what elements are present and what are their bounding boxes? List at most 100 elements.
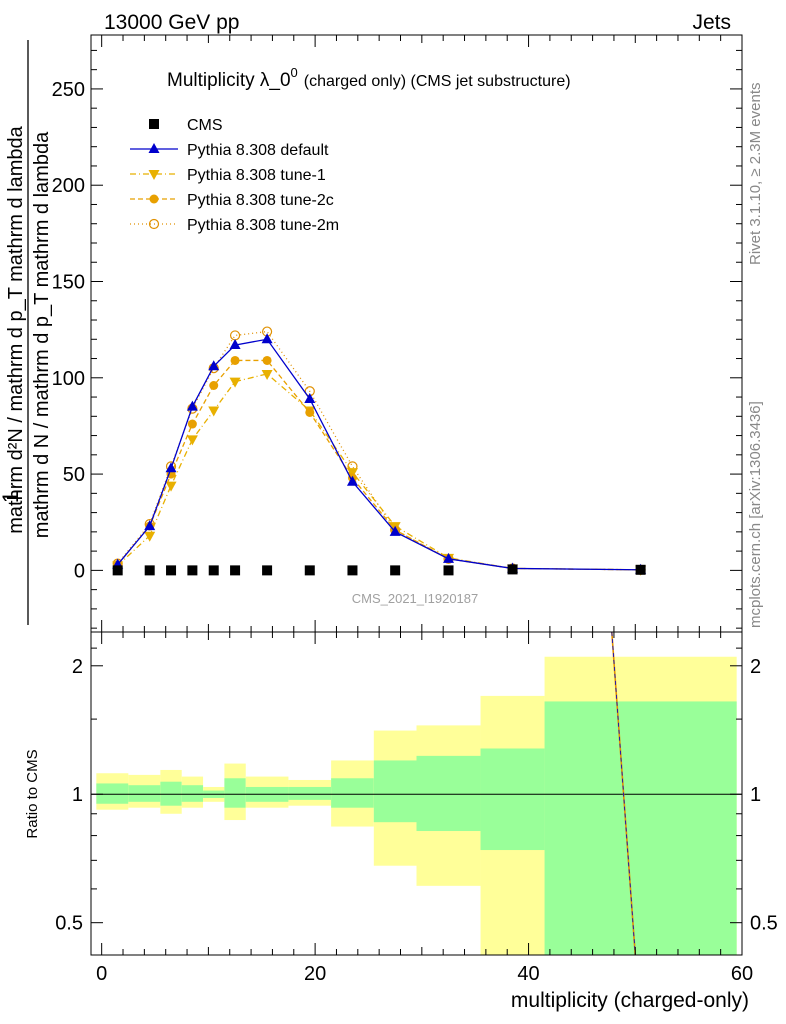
plot-title-rest: (charged only) (CMS jet substructure) (304, 73, 571, 90)
mcplots-label: mcplots.cern.ch [arXiv:1306.3436] (747, 401, 764, 628)
legend-label-pythia-8-308-default: Pythia 8.308 default (187, 142, 329, 159)
ylabel-top: mathrm d²N / mathrm d p_T mathrm d lambd… (5, 125, 27, 533)
legend-marker-pythia-8-308-tune-2c (149, 194, 159, 204)
legend-label-pythia-8-308-tune-2c: Pythia 8.308 tune-2c (187, 192, 334, 209)
data-point-cms (390, 565, 401, 576)
legend-marker-cms (149, 119, 159, 129)
ratio-ytick-label-right: 0.5 (750, 913, 778, 935)
plot-title: Multiplicity λ_00 (charged only) (CMS jet… (167, 65, 571, 91)
series-pythia-8-308-tune-2c (113, 355, 646, 575)
legend-label-pythia-8-308-tune-2m: Pythia 8.308 tune-2m (187, 217, 339, 234)
ratio-uncertainty-bands (91, 631, 742, 956)
series-pythia-8-308-tune-2m (112, 326, 646, 575)
ratio-ytick-label: 1 (72, 784, 83, 806)
data-point-cms (187, 565, 198, 576)
data-point-pythia-8-308-tune-2c (262, 355, 272, 365)
ratio-band-green (224, 778, 246, 808)
ratio-xtick-label: 40 (517, 963, 539, 985)
ratio-ylabel: Ratio to CMS (24, 749, 41, 838)
data-point-pythia-8-308-tune-1 (165, 481, 177, 492)
legend-marker-pythia-8-308-tune-1 (148, 170, 160, 180)
ratio-ytick-label-right: 2 (750, 656, 761, 678)
ratio-xtick-label: 20 (304, 963, 326, 985)
data-point-pythia-8-308-tune-1 (186, 435, 198, 446)
plot-title-main: Multiplicity λ_0 (167, 70, 291, 91)
data-point-pythia-8-308-default (389, 525, 401, 536)
main-axis-ticks: 0 50 100 150 200 250 (52, 35, 742, 632)
ratio-band-green (160, 781, 182, 806)
main-ylabel: 1 mathrm d²N / mathrm d p_T mathrm d lam… (0, 40, 53, 625)
ratio-band-green (181, 785, 204, 802)
legend: CMS Pythia 8.308 default Pythia 8.308 tune… (130, 117, 339, 234)
ratio-ytick-label: 0.5 (55, 913, 83, 935)
ratio-band-green (96, 783, 129, 804)
data-point-pythia-8-308-tune-1 (261, 369, 273, 380)
ylabel-numerator: 1 (0, 491, 23, 503)
ratio-xtick-label: 0 (96, 963, 107, 985)
data-point-pythia-8-308-tune-2c (230, 355, 240, 365)
ratio-plot-frame (90, 631, 743, 956)
ratio-axis-ticks: 0.5 0.51 12 20 20 40 60 (55, 632, 778, 985)
ratio-band-green (373, 760, 417, 823)
ratio-band-green (544, 701, 737, 955)
data-point-cms (262, 565, 273, 576)
data-point-pythia-8-308-default (443, 552, 455, 563)
data-point-pythia-8-308-tune-2m (229, 330, 241, 341)
data-point-pythia-8-308-tune-2c (187, 419, 197, 429)
data-point-pythia-8-308-tune-1 (144, 531, 156, 542)
data-point-cms (304, 565, 315, 576)
data-point-cms (208, 565, 219, 576)
main-ytick-label: 250 (52, 79, 85, 101)
data-point-cms (507, 564, 518, 575)
main-ytick-label: 150 (52, 272, 85, 294)
header-energy: 13000 GeV pp (104, 11, 239, 34)
data-point-pythia-8-308-tune-1 (208, 406, 220, 417)
data-point-pythia-8-308-default (229, 339, 241, 350)
data-point-pythia-8-308-default (186, 400, 198, 411)
data-point-pythia-8-308-default (304, 392, 316, 403)
legend-marker-pythia-8-308-default (148, 143, 160, 153)
ratio-xtick-label: 60 (731, 963, 753, 985)
series-line-pythia-8-308-tune-2c (117, 359, 641, 571)
ratio-band-green (288, 786, 332, 800)
data-point-pythia-8-308-tune-2c (209, 380, 219, 390)
legend-marker-pythia-8-308-tune-2m (148, 218, 160, 230)
data-point-cms (144, 565, 155, 576)
series-line-pythia-8-308-tune-1 (117, 373, 641, 571)
ylabel-denominator: mathrm d N / mathrm d p_T mathrm d lambd… (31, 131, 53, 538)
main-ytick-label: 0 (74, 560, 85, 582)
legend-label-pythia-8-308-tune-1: Pythia 8.308 tune-1 (187, 167, 326, 184)
main-ytick-label: 50 (63, 464, 85, 486)
plot-title-superscript: 0 (291, 65, 298, 80)
data-point-pythia-8-308-tune-2c (305, 407, 315, 417)
data-point-pythia-8-308-default (346, 475, 358, 486)
data-point-cms (635, 564, 646, 575)
analysis-watermark: CMS_2021_I1920187 (352, 591, 479, 606)
ratio-ytick-label-right: 1 (750, 784, 761, 806)
x-axis-label: multiplicity (charged-only) (511, 989, 749, 1012)
ratio-band-green (128, 785, 161, 802)
data-point-pythia-8-308-default (261, 333, 273, 344)
data-point-cms (112, 565, 123, 576)
ratio-model-line-default (611, 631, 636, 956)
data-point-cms (230, 565, 241, 576)
data-point-pythia-8-308-default (144, 520, 156, 531)
data-point-pythia-8-308-default (165, 462, 177, 473)
series-pythia-8-308-default (112, 333, 647, 574)
ratio-band-green (331, 778, 374, 808)
main-ytick-label: 200 (52, 175, 85, 197)
data-point-cms (347, 565, 358, 576)
series-layer (112, 326, 647, 576)
series-line-pythia-8-308-tune-2m (117, 330, 641, 571)
series-line-pythia-8-308-default (117, 338, 641, 571)
data-point-pythia-8-308-tune-1 (346, 468, 358, 479)
data-point-pythia-8-308-tune-1 (229, 377, 241, 388)
rivet-version-label: Rivet 3.1.10, ≥ 2.3M events (747, 83, 764, 266)
header-process: Jets (692, 11, 731, 34)
series-pythia-8-308-tune-1 (112, 369, 647, 576)
ratio-band-green (480, 748, 545, 851)
data-point-cms (443, 565, 454, 576)
data-point-pythia-8-308-default (208, 360, 220, 371)
series-cms (112, 564, 646, 576)
